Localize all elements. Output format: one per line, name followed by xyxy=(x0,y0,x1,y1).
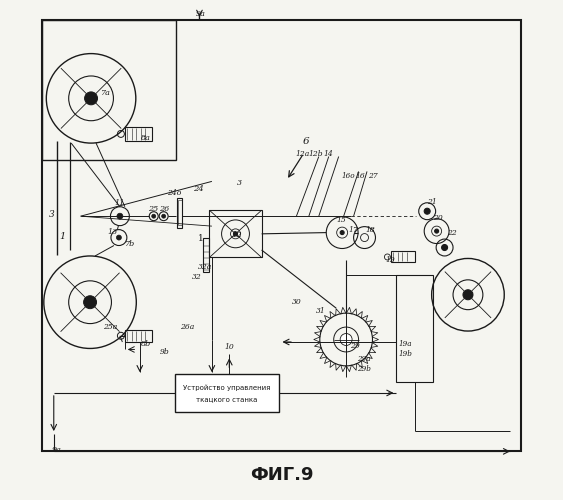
Text: 24: 24 xyxy=(193,186,203,194)
Text: 26a: 26a xyxy=(180,323,194,331)
Circle shape xyxy=(84,92,97,105)
Text: 13: 13 xyxy=(108,228,118,236)
Text: ткацкого станка: ткацкого станка xyxy=(196,396,257,402)
Bar xyxy=(175,374,279,412)
Text: 32a: 32a xyxy=(198,263,213,271)
Bar xyxy=(42,20,176,160)
Circle shape xyxy=(162,214,166,218)
Circle shape xyxy=(441,244,448,250)
Text: 32: 32 xyxy=(192,273,202,281)
Bar xyxy=(177,200,181,225)
Text: 12a: 12a xyxy=(295,150,310,158)
Text: 29b: 29b xyxy=(357,366,371,374)
Text: 12b: 12b xyxy=(308,150,323,158)
Text: 16: 16 xyxy=(355,172,365,180)
Circle shape xyxy=(340,334,352,345)
Text: ФИГ.9: ФИГ.9 xyxy=(250,466,313,483)
Text: 6: 6 xyxy=(303,137,310,146)
Text: 19b: 19b xyxy=(399,350,413,358)
Text: 26: 26 xyxy=(159,205,169,213)
Text: 15: 15 xyxy=(336,216,346,224)
Text: 19a: 19a xyxy=(399,340,413,348)
Text: 29a: 29a xyxy=(358,356,371,364)
Text: 7a: 7a xyxy=(100,90,110,98)
Text: Устройство управления: Устройство управления xyxy=(183,385,270,392)
Bar xyxy=(396,275,433,382)
Text: 16o: 16o xyxy=(341,172,355,180)
Circle shape xyxy=(424,208,430,214)
Text: 1: 1 xyxy=(198,234,203,243)
Text: 31: 31 xyxy=(316,306,326,314)
Text: 1: 1 xyxy=(60,232,66,241)
Text: 9a: 9a xyxy=(52,446,62,454)
Circle shape xyxy=(151,214,156,218)
Text: 3: 3 xyxy=(236,179,242,187)
Circle shape xyxy=(435,229,439,233)
Bar xyxy=(203,238,209,272)
Text: 9a: 9a xyxy=(196,10,206,18)
Bar xyxy=(42,20,521,452)
Text: 25a: 25a xyxy=(103,323,117,331)
Circle shape xyxy=(84,296,96,308)
Bar xyxy=(125,330,152,342)
Text: 8a: 8a xyxy=(141,134,151,142)
Text: 12: 12 xyxy=(231,231,242,239)
Bar xyxy=(125,127,152,140)
Bar xyxy=(209,210,262,258)
Bar xyxy=(177,198,182,228)
Text: 22: 22 xyxy=(447,228,457,236)
Text: 17: 17 xyxy=(348,226,359,234)
Circle shape xyxy=(117,213,123,219)
Text: 7b: 7b xyxy=(124,240,134,248)
Circle shape xyxy=(234,232,238,236)
Text: 24o: 24o xyxy=(167,189,182,197)
Text: 19: 19 xyxy=(385,256,395,264)
Text: 30: 30 xyxy=(292,298,301,306)
Text: 23: 23 xyxy=(463,291,473,298)
Circle shape xyxy=(340,230,344,234)
Text: 29: 29 xyxy=(350,342,360,350)
Text: 10: 10 xyxy=(225,343,234,351)
Text: 21: 21 xyxy=(427,198,437,206)
Circle shape xyxy=(463,290,473,300)
Text: 25: 25 xyxy=(148,205,158,213)
Text: 3: 3 xyxy=(49,210,55,218)
Text: 8b: 8b xyxy=(141,340,151,348)
Text: 14: 14 xyxy=(323,150,333,158)
Text: 27: 27 xyxy=(368,172,377,180)
Text: 20: 20 xyxy=(434,214,443,222)
Text: 11: 11 xyxy=(115,200,125,207)
Bar xyxy=(391,252,415,262)
Text: 9b: 9b xyxy=(160,348,169,356)
Circle shape xyxy=(117,235,122,240)
Text: 18: 18 xyxy=(365,226,375,234)
